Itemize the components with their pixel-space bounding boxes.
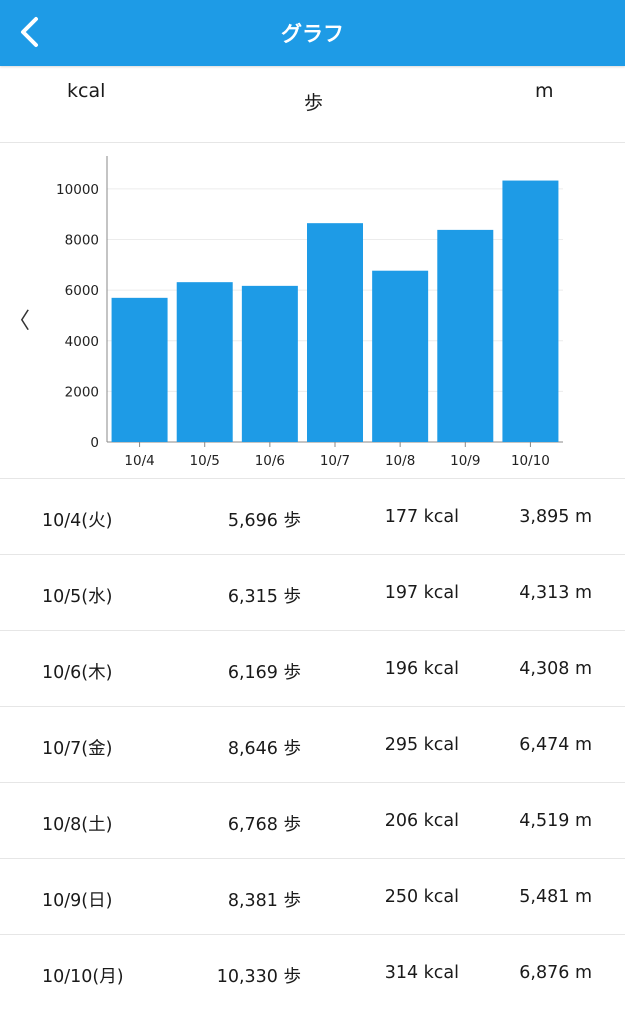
- table-row: 10/8(土) 6,768 歩 206 kcal 4,519 m: [0, 782, 625, 858]
- bar: [502, 180, 559, 442]
- x-tick-label: 10/7: [320, 453, 350, 469]
- y-tick-label: 2000: [65, 384, 99, 400]
- table-row: 10/10(月) 10,330 歩 314 kcal 6,876 m: [0, 934, 625, 1010]
- y-tick-label: 0: [90, 435, 99, 451]
- steps-chart: 〈 0 2000 4000 6000 8000 10000 10/4 10/5 10/6 10/7…: [0, 143, 625, 478]
- bar: [372, 270, 429, 442]
- kcal-unit: kcal: [67, 80, 106, 102]
- distance-cell: 6,876 m: [519, 963, 592, 983]
- y-tick-label: 6000: [65, 283, 99, 299]
- bar: [437, 229, 494, 442]
- x-tick-label: 10/5: [190, 453, 220, 469]
- kcal-cell: 295 kcal: [384, 735, 459, 755]
- table-row: 10/7(金) 8,646 歩 295 kcal 6,474 m: [0, 706, 625, 782]
- bar: [176, 282, 233, 442]
- date-cell: 10/10(月): [42, 967, 124, 987]
- steps-cell: 8,646 歩: [227, 739, 301, 759]
- steps-cell: 8,381 歩: [227, 891, 301, 911]
- y-tick-label: 10000: [56, 182, 99, 198]
- kcal-cell: 196 kcal: [384, 659, 459, 679]
- daily-table: 10/4(火) 5,696 歩 177 kcal 3,895 m 10/5(水) 6,31…: [0, 478, 625, 1010]
- table-row: 10/5(水) 6,315 歩 197 kcal 4,313 m: [0, 554, 625, 630]
- distance-cell: 4,519 m: [519, 811, 592, 831]
- steps-cell: 6,315 歩: [227, 587, 301, 607]
- bar: [241, 285, 298, 442]
- table-row: 10/9(日) 8,381 歩 250 kcal 5,481 m: [0, 858, 625, 934]
- bar: [111, 297, 168, 442]
- page-title: グラフ: [281, 22, 344, 46]
- x-tick-label: 10/4: [124, 453, 154, 469]
- x-tick-label: 10/9: [450, 453, 480, 469]
- steps-cell: 6,768 歩: [227, 815, 301, 835]
- distance-cell: 3,895 m: [519, 507, 592, 527]
- x-tick-label: 10/6: [255, 453, 285, 469]
- x-tick-label: 10/8: [385, 453, 415, 469]
- chevron-left-icon: [21, 17, 38, 47]
- bar: [307, 223, 363, 442]
- kcal-cell: 197 kcal: [384, 583, 459, 603]
- kcal-cell: 177 kcal: [384, 507, 459, 527]
- date-cell: 10/5(水): [42, 587, 113, 607]
- distance-cell: 4,308 m: [519, 659, 592, 679]
- kcal-cell: 250 kcal: [384, 887, 459, 907]
- distance-cell: 5,481 m: [519, 887, 592, 907]
- date-cell: 10/6(木): [42, 663, 113, 683]
- steps-cell: 6,169 歩: [227, 663, 301, 683]
- kcal-cell: 206 kcal: [384, 811, 459, 831]
- steps-unit: 歩: [304, 92, 324, 114]
- distance-cell: 6,474 m: [519, 735, 592, 755]
- date-cell: 10/9(日): [42, 891, 113, 911]
- date-cell: 10/7(金): [42, 739, 113, 759]
- y-tick-label: 4000: [65, 334, 99, 350]
- distance-cell: 4,313 m: [519, 583, 592, 603]
- bar-chart: 0 2000 4000 6000 8000 10000 10/4 10/5 10/6 10/7 10…: [56, 156, 563, 469]
- back-button[interactable]: [12, 12, 52, 52]
- x-tick-label: 10/10: [511, 453, 550, 469]
- date-cell: 10/8(土): [42, 815, 113, 835]
- table-row: 10/4(火) 5,696 歩 177 kcal 3,895 m: [0, 478, 625, 554]
- table-row: 10/6(木) 6,169 歩 196 kcal 4,308 m: [0, 630, 625, 706]
- top-bar: グラフ: [0, 0, 625, 66]
- date-cell: 10/4(火): [42, 511, 113, 531]
- steps-cell: 5,696 歩: [227, 511, 301, 531]
- prev-week-button[interactable]: 〈: [8, 309, 31, 334]
- distance-unit: m: [535, 80, 554, 102]
- steps-cell: 10,330 歩: [216, 967, 301, 987]
- y-tick-label: 8000: [65, 233, 99, 249]
- kcal-cell: 314 kcal: [384, 963, 459, 983]
